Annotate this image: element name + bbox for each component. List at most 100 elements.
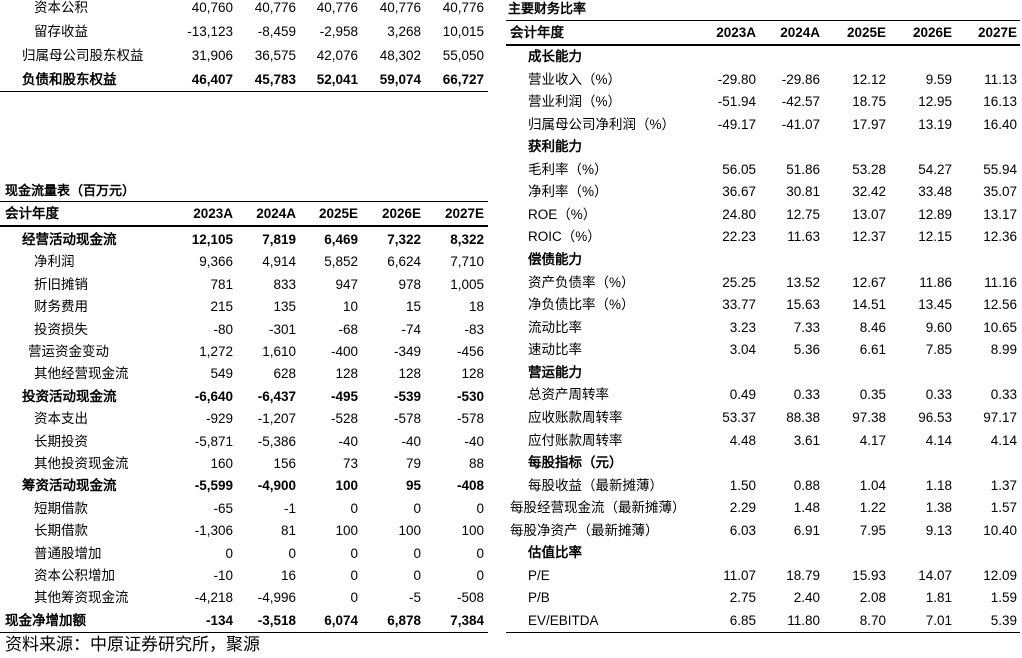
year-header: 2024A — [256, 206, 296, 221]
table-row: 每股经营现金流（最新摊薄） 2.29 1.48 1.22 1.38 1.57 — [506, 497, 1022, 520]
cell-value: 12.12 — [852, 71, 886, 87]
row-label: 现金净增加额 — [5, 612, 86, 628]
cell-value: -929 — [205, 411, 233, 427]
cell-value: 8,322 — [450, 232, 484, 247]
cell-value: 13.45 — [918, 297, 952, 313]
row-label: 负债和股东权益 — [22, 72, 117, 87]
cell-value: 0 — [476, 568, 484, 583]
subtotal-row: 负债和股东权益 46,407 45,783 52,041 59,074 66,727 — [0, 68, 490, 92]
row-label: 长期投资 — [34, 433, 88, 449]
cell-value: 35.07 — [983, 184, 1017, 200]
table-row: 营业利润（%） -51.94 -42.57 18.75 12.95 16.13 — [506, 91, 1022, 114]
cell-value: 97.17 — [983, 409, 1017, 425]
cell-value: 0 — [350, 545, 358, 561]
subtotal-row: 投资活动现金流 -6,640 -6,437 -495 -539 -530 — [0, 386, 490, 408]
cell-value: 33.48 — [918, 184, 952, 200]
cell-value: 4.14 — [925, 432, 952, 448]
table-row: 资本公积增加 -10 16 0 0 0 — [0, 565, 490, 587]
year-header: 2025E — [846, 25, 886, 40]
cell-value: 36,575 — [254, 48, 296, 63]
table-row: 营业收入（%） -29.80 -29.86 12.12 9.59 11.13 — [506, 69, 1022, 92]
cell-value: 1.22 — [859, 500, 886, 516]
source-note: 资料来源：中原证券研究所，聚源 — [5, 635, 260, 655]
cell-value: 54.27 — [918, 161, 952, 177]
table-row: 资产负债率（%） 25.25 13.52 12.67 11.86 11.16 — [506, 272, 1022, 295]
cell-value: 95 — [405, 478, 421, 494]
table-row: 归属母公司净利润（%） -49.17 -41.07 17.97 13.19 16.40 — [506, 114, 1022, 137]
cell-value: 12.67 — [852, 274, 886, 290]
table-row: 短期借款 -65 -1 0 0 0 — [0, 498, 490, 520]
cell-value: 15.93 — [852, 567, 886, 583]
cell-value: 1,610 — [262, 344, 296, 359]
cell-value: 100 — [335, 523, 358, 539]
row-label: 净利润 — [34, 254, 75, 270]
cell-value: 7.01 — [925, 613, 952, 628]
cell-value: 0 — [350, 500, 358, 516]
cell-value: 4.14 — [990, 432, 1017, 448]
cell-value: 18.75 — [852, 94, 886, 110]
cell-value: -1,207 — [257, 411, 296, 427]
section-label: 营运能力 — [528, 364, 582, 380]
cell-value: 13.07 — [852, 206, 886, 222]
row-label: 资本公积 — [34, 0, 88, 15]
cell-value: 55.94 — [983, 161, 1017, 177]
row-label: 经营活动现金流 — [22, 232, 117, 247]
cell-value: 215 — [210, 299, 233, 315]
row-label: 每股净资产（最新摊薄） — [510, 522, 659, 538]
cell-value: 1.48 — [793, 500, 820, 516]
cell-value: -49.17 — [717, 116, 756, 132]
cell-value: -40 — [338, 433, 358, 449]
cell-value: -40 — [401, 433, 421, 449]
cell-value: -528 — [330, 411, 358, 427]
balance-sheet-tail: 资本公积 40,760 40,776 40,776 40,776 40,776 留存收益 -1… — [0, 0, 490, 94]
cell-value: -134 — [205, 612, 233, 628]
divider — [0, 91, 488, 92]
cell-value: 9.60 — [925, 319, 952, 335]
section-row: 营运能力 — [506, 362, 1022, 385]
table-row: 留存收益 -13,123 -8,459 -2,958 3,268 10,015 — [0, 20, 490, 44]
cell-value: -65 — [213, 500, 233, 516]
cell-value: 16.40 — [983, 116, 1017, 132]
cell-value: 128 — [398, 366, 421, 382]
cell-value: 0 — [350, 568, 358, 583]
cell-value: 7,710 — [450, 254, 484, 270]
cell-value: 24.80 — [722, 206, 756, 222]
table-title: 主要财务比率 — [508, 1, 587, 16]
cell-value: 7.85 — [925, 342, 952, 358]
row-label: 每股经营现金流（最新摊薄） — [510, 500, 686, 516]
cell-value: 15 — [405, 299, 421, 315]
table-row: 净利润 9,366 4,914 5,852 6,624 7,710 — [0, 251, 490, 273]
table-row: 毛利率（%） 56.05 51.86 53.28 54.27 55.94 — [506, 159, 1022, 182]
table-row: 其他筹资现金流 -4,218 -4,996 0 -5 -508 — [0, 587, 490, 609]
row-label: 每股收益（最新摊薄） — [528, 477, 663, 493]
cell-value: 11.13 — [984, 71, 1017, 87]
cell-value: 13.52 — [786, 274, 820, 290]
cell-value: 10.65 — [983, 319, 1017, 335]
row-label: 长期借款 — [34, 523, 88, 539]
cell-value: 12.89 — [918, 206, 952, 222]
year-header: 2024A — [780, 25, 820, 40]
cell-value: 833 — [273, 276, 296, 292]
cell-value: 7.95 — [859, 522, 886, 538]
cell-value: 12.15 — [918, 229, 952, 245]
cell-value: 45,783 — [254, 72, 296, 87]
cell-value: 9,366 — [199, 254, 233, 270]
cell-value: 3,268 — [387, 24, 421, 39]
cell-value: -41.07 — [781, 116, 820, 132]
cell-value: -83 — [464, 321, 484, 337]
cell-value: 628 — [273, 366, 296, 382]
cell-value: 88.38 — [786, 409, 820, 425]
table-row: 财务费用 215 135 10 15 18 — [0, 296, 490, 318]
table-row: 归属母公司股东权益 31,906 36,575 42,076 48,302 55,050 — [0, 44, 490, 68]
cell-value: 31,906 — [191, 48, 233, 63]
row-label: 财务费用 — [34, 299, 88, 315]
row-label: 短期借款 — [34, 500, 88, 516]
cell-value: 6,624 — [387, 254, 421, 270]
cell-value: 15.63 — [786, 297, 820, 313]
row-label: 其他投资现金流 — [34, 456, 129, 471]
table-row: 每股收益（最新摊薄） 1.50 0.88 1.04 1.18 1.37 — [506, 475, 1022, 498]
row-label: 净利率（%） — [528, 184, 608, 200]
table-row: 流动比率 3.23 7.33 8.46 9.60 10.65 — [506, 317, 1022, 340]
cell-value: 48,302 — [379, 48, 421, 63]
cell-value: -68 — [338, 321, 358, 337]
